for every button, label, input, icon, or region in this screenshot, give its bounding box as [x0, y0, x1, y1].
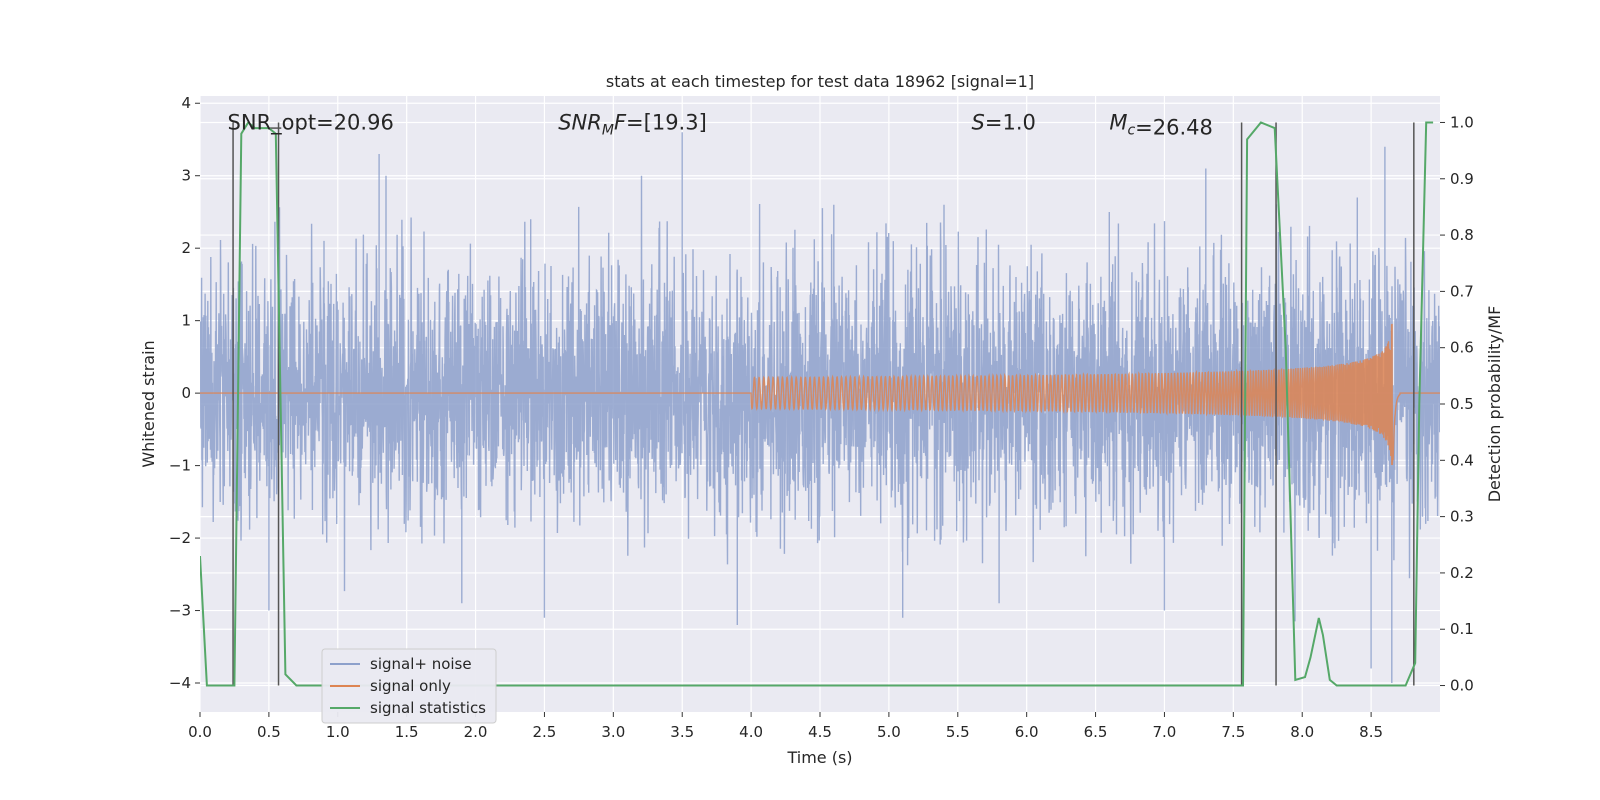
x-tick-label: 4.0: [739, 723, 763, 741]
x-ticks: 0.0 0.5 1.0 1.5 2.0 2.5 3.0 3.5 4.0 4.5 5.0 5.5 6.0 6…: [188, 712, 1383, 741]
x-tick-label: 0.0: [188, 723, 212, 741]
x-tick-label: 1.5: [395, 723, 419, 741]
y-axis-label: Whitened strain: [139, 340, 158, 467]
y2-tick-label: 0.2: [1450, 564, 1474, 582]
x-tick-label: 8.5: [1359, 723, 1383, 741]
y-tick-label: −3: [169, 602, 191, 620]
y-tick-label: −2: [169, 529, 191, 547]
legend-label-stat: signal statistics: [370, 699, 486, 717]
x-tick-label: 4.5: [808, 723, 832, 741]
y-ticks: −4 −3 −2 −1 0 1 2 3 4: [169, 94, 200, 692]
x-axis-label: Time (s): [786, 748, 852, 767]
x-tick-label: 1.0: [326, 723, 350, 741]
series-signal-statistics: [200, 121, 1434, 687]
series-signal-only: [200, 323, 1440, 466]
y2-tick-label: 0.9: [1450, 170, 1474, 188]
x-tick-label: 5.5: [946, 723, 970, 741]
y-tick-label: 1: [181, 312, 191, 330]
x-tick-label: 7.5: [1221, 723, 1245, 741]
series-signal-plus-noise: [200, 132, 1440, 683]
annotation-3: Mc=26.48: [1109, 110, 1213, 139]
annotation-1: SNRMF=[19.3]: [558, 110, 707, 138]
y-tick-label: 0: [181, 384, 191, 402]
legend: signal+ noise signal only signal statist…: [321, 648, 497, 724]
y-tick-label: −1: [169, 457, 191, 475]
annotation-2: S=1.0: [972, 110, 1036, 134]
x-tick-label: 0.5: [257, 723, 281, 741]
x-tick-label: 7.0: [1153, 723, 1177, 741]
annotations: SNR_opt=20.96 SNRMF=[19.3] S=1.0 Mc=26.48: [228, 110, 1213, 139]
x-tick-label: 6.5: [1084, 723, 1108, 741]
x-tick-label: 3.5: [670, 723, 694, 741]
legend-label-noise: signal+ noise: [370, 655, 472, 673]
y-tick-label: 2: [181, 239, 191, 257]
chart-title: stats at each timestep for test data 189…: [606, 72, 1034, 91]
legend-label-signal: signal only: [370, 677, 451, 695]
legend-box: [321, 648, 497, 724]
x-tick-label: 5.0: [877, 723, 901, 741]
y-tick-label: 3: [181, 167, 191, 185]
y2-tick-label: 0.8: [1450, 226, 1474, 244]
y2-axis-label: Detection probability/MF: [1485, 306, 1504, 503]
y2-tick-label: 0.3: [1450, 508, 1474, 526]
y2-tick-label: 0.4: [1450, 451, 1474, 469]
x-tick-label: 3.0: [601, 723, 625, 741]
y2-tick-label: 0.1: [1450, 620, 1474, 638]
y2-tick-label: 0.7: [1450, 282, 1474, 300]
x-tick-label: 2.5: [533, 723, 557, 741]
y-tick-label: −4: [169, 674, 191, 692]
vlines: [232, 122, 1415, 686]
x-tick-label: 2.0: [464, 723, 488, 741]
y2-tick-label: 0.6: [1450, 339, 1474, 357]
y2-tick-label: 0.0: [1450, 677, 1474, 695]
y2-ticks: 0.0 0.1 0.2 0.3 0.4 0.5 0.6 0.7 0.8 0.9 1.0: [1440, 113, 1474, 695]
y-tick-label: 4: [181, 94, 191, 112]
y2-tick-label: 1.0: [1450, 113, 1474, 131]
x-tick-label: 8.0: [1290, 723, 1314, 741]
x-tick-label: 6.0: [1015, 723, 1039, 741]
y2-tick-label: 0.5: [1450, 395, 1474, 413]
annotation-0: SNR_opt=20.96: [228, 110, 394, 135]
